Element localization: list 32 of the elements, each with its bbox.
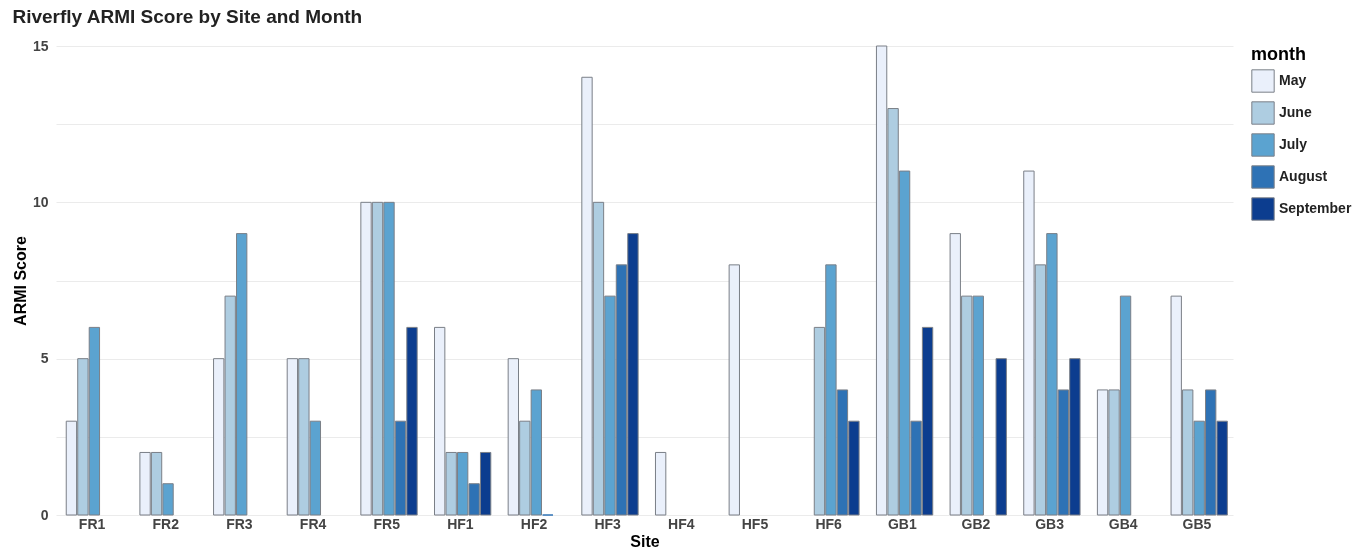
x-tick-label: GB1 bbox=[887, 515, 917, 532]
legend-label: July bbox=[1279, 136, 1308, 152]
x-tick-label: GB2 bbox=[961, 515, 991, 532]
legend-label: May bbox=[1279, 72, 1307, 88]
y-tick-label: 10 bbox=[32, 193, 49, 210]
x-tick-label: HF3 bbox=[594, 515, 622, 532]
x-tick-label: GB3 bbox=[1035, 515, 1065, 532]
y-tick-label: 0 bbox=[40, 506, 49, 523]
x-tick-label: FR4 bbox=[299, 515, 327, 532]
x-tick-label: GB4 bbox=[1108, 515, 1138, 532]
bar bbox=[654, 451, 667, 516]
x-tick-label: FR1 bbox=[78, 515, 106, 532]
x-tick-label: HF4 bbox=[668, 515, 695, 532]
bar bbox=[728, 264, 740, 516]
legend-label: September bbox=[1279, 200, 1352, 216]
y-tick-label: 5 bbox=[40, 350, 49, 367]
x-tick-label: HF6 bbox=[815, 515, 843, 532]
x-tick-label: FR5 bbox=[373, 515, 401, 532]
y-axis-title: ARMI Score bbox=[11, 236, 29, 326]
legend-label: June bbox=[1279, 104, 1312, 120]
x-axis-title: Site bbox=[630, 532, 660, 550]
y-tick-label: 15 bbox=[32, 37, 49, 54]
legend-label: August bbox=[1279, 168, 1328, 184]
x-tick-label: HF2 bbox=[520, 515, 548, 532]
x-tick-label: FR2 bbox=[152, 515, 180, 532]
x-tick-label: GB5 bbox=[1182, 515, 1212, 532]
chart-title: Riverfly ARMI Score by Site and Month bbox=[12, 6, 363, 27]
legend-title: month bbox=[1251, 44, 1306, 64]
x-tick-label: FR3 bbox=[226, 515, 253, 532]
x-tick-label: HF5 bbox=[741, 515, 769, 532]
bar bbox=[995, 358, 1007, 516]
x-tick-label: HF1 bbox=[447, 515, 474, 532]
